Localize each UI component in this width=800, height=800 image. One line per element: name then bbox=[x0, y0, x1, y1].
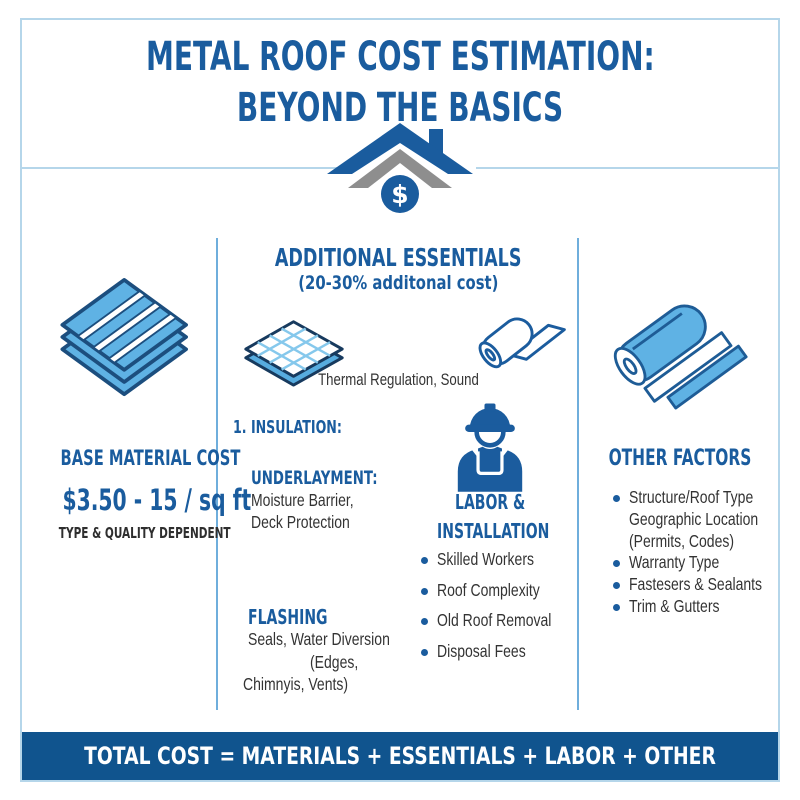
other-factors-list: Structure/Roof Type Geographic Location … bbox=[613, 487, 795, 618]
list-item: Disposal Fees bbox=[421, 641, 580, 672]
title-line-2: BEYOND THE BASICS bbox=[236, 85, 564, 131]
bullet-icon bbox=[613, 560, 620, 568]
labor-installation-heading: LABOR & INSTALLATION bbox=[437, 490, 550, 543]
labor-items-list: Skilled Workers Roof Complexity Old Roof… bbox=[421, 549, 580, 671]
base-material-price: $3.50 - 15 / sq ft bbox=[62, 483, 252, 517]
list-item: Fastesers & Sealants bbox=[613, 574, 795, 596]
dollar-sign: $ bbox=[391, 180, 408, 209]
total-cost-formula: TOTAL COST = MATERIALS + ESSENTIALS + LA… bbox=[84, 742, 716, 770]
roof-inner-shape bbox=[348, 149, 452, 188]
flashing-heading: FLASHING bbox=[248, 605, 328, 629]
bullet-icon bbox=[421, 618, 428, 625]
insulation-panel-icon bbox=[244, 320, 344, 387]
icons-caption: Thermal Regulation, Sound bbox=[317, 371, 479, 389]
list-item: Old Roof Removal bbox=[421, 610, 580, 641]
header-divider-left bbox=[22, 167, 342, 169]
total-cost-banner: TOTAL COST = MATERIALS + ESSENTIALS + LA… bbox=[22, 732, 778, 780]
frame-border bbox=[20, 18, 780, 782]
flashing-description: Seals, Water Diversion (Edges, Chimnyis,… bbox=[243, 629, 390, 694]
list-item: Warranty Type bbox=[613, 552, 795, 574]
dollar-circle bbox=[381, 175, 419, 213]
house-roof-dollar-icon: $ bbox=[327, 123, 473, 213]
other-factors-heading: OTHER FACTORS bbox=[608, 446, 752, 471]
list-item: Skilled Workers bbox=[421, 549, 580, 580]
bullet-icon bbox=[613, 582, 620, 590]
roof-shape bbox=[327, 123, 473, 174]
list-item: Roof Complexity bbox=[421, 580, 580, 611]
base-material-cost-heading: BASE MATERIAL COST bbox=[60, 446, 241, 470]
bullet-icon bbox=[421, 557, 428, 564]
underlayment-roll-icon bbox=[478, 317, 566, 369]
column-divider-left bbox=[216, 238, 218, 710]
list-item: Structure/Roof Type Geographic Location … bbox=[613, 487, 795, 552]
bullet-icon bbox=[421, 587, 428, 595]
construction-worker-icon bbox=[457, 403, 523, 492]
metal-roof-sheets-icon bbox=[60, 277, 188, 397]
additional-essentials-heading: ADDITIONAL ESSENTIALS bbox=[274, 243, 522, 272]
title-line-1: METAL ROOF COST ESTIMATION: bbox=[145, 34, 655, 80]
rolled-metal-sheet-icon bbox=[613, 304, 748, 410]
column-divider-right bbox=[577, 238, 579, 710]
bullet-icon bbox=[613, 603, 620, 611]
list-item: Trim & Gutters bbox=[613, 596, 795, 618]
bullet-icon bbox=[421, 648, 428, 656]
base-material-note: TYPE & QUALITY DEPENDENT bbox=[58, 524, 231, 542]
underlayment-heading: UNDERLAYMENT: bbox=[251, 467, 378, 489]
underlayment-description: Moisture Barrier, Deck Protection bbox=[251, 490, 354, 532]
insulation-label: 1. INSULATION: bbox=[233, 417, 342, 438]
header-divider-right bbox=[476, 167, 778, 169]
bullet-icon bbox=[613, 495, 620, 502]
additional-essentials-subheading: (20-30% additonal cost) bbox=[297, 272, 499, 294]
page-title: METAL ROOF COST ESTIMATION: BEYOND THE B… bbox=[0, 36, 800, 138]
